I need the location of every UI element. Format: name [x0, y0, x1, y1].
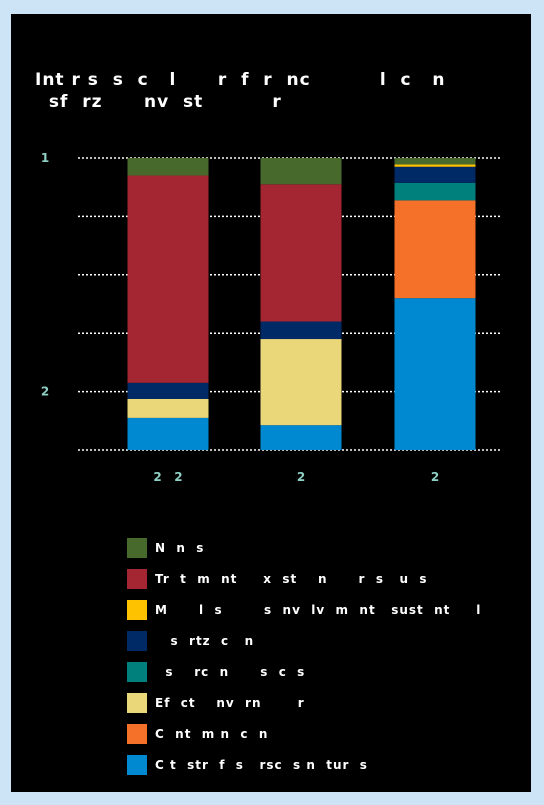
bar-segment — [260, 339, 342, 426]
legend-item: s rc n s c s — [127, 656, 481, 687]
legend-swatch — [127, 661, 147, 682]
bar-segment — [394, 158, 476, 165]
bar-segment — [394, 166, 476, 183]
legend-swatch — [127, 754, 147, 775]
chart-title-line-1: Int r s s c l r f r nc l c n — [35, 70, 446, 90]
chart-panel: 1 2 2 2 2 2 Int r s s c l r f r nc l c n sf … — [11, 14, 531, 792]
bar-segment — [127, 417, 209, 450]
legend-label: M l s s nv lv m nt sust nt l — [155, 602, 482, 617]
chart-legend: N n s Tr t m nt x st n r s u s M l s s nv … — [127, 532, 481, 780]
legend-item: M l s s nv lv m nt sust nt l — [127, 594, 481, 625]
chart-title-line-2: sf rz nv st r — [35, 92, 282, 112]
legend-label: C nt m n c n — [155, 726, 269, 741]
bar-segment — [127, 398, 209, 418]
legend-item: C t str f s rsc s n tur s — [127, 749, 481, 780]
bar-segment — [260, 425, 342, 450]
bar-segment — [394, 182, 476, 201]
legend-swatch — [127, 599, 147, 620]
legend-swatch — [127, 723, 147, 744]
x-tick-label: 2 — [431, 470, 439, 484]
legend-label: s rc n s c s — [155, 664, 306, 679]
stacked-bar-chart: 1 2 2 2 2 2 — [41, 151, 501, 484]
legend-label: s rtz c n — [155, 633, 255, 648]
legend-label: Ef ct nv rn r — [155, 695, 305, 710]
y-tick-label: 1 — [41, 151, 49, 165]
legend-item: C nt m n c n — [127, 718, 481, 749]
bar-segment — [394, 200, 476, 299]
legend-swatch — [127, 692, 147, 713]
bar-segment — [127, 382, 209, 399]
bar-segment — [127, 158, 209, 176]
x-tick-label: 2 2 — [153, 470, 182, 484]
legend-swatch — [127, 537, 147, 558]
legend-item: s rtz c n — [127, 625, 481, 656]
legend-item: Ef ct nv rn r — [127, 687, 481, 718]
y-tick-label: 2 — [41, 385, 49, 399]
legend-item: Tr t m nt x st n r s u s — [127, 563, 481, 594]
legend-swatch — [127, 568, 147, 589]
bar-segment — [260, 321, 342, 340]
legend-item: N n s — [127, 532, 481, 563]
legend-label: Tr t m nt x st n r s u s — [155, 571, 428, 586]
legend-label: C t str f s rsc s n tur s — [155, 757, 368, 772]
bar-segment — [260, 184, 342, 322]
bar-segment — [394, 164, 476, 167]
bar-segment — [260, 158, 342, 185]
bar-segment — [394, 298, 476, 450]
legend-swatch — [127, 630, 147, 651]
bar-segment — [127, 175, 209, 383]
x-tick-label: 2 — [297, 470, 305, 484]
legend-label: N n s — [155, 540, 205, 555]
